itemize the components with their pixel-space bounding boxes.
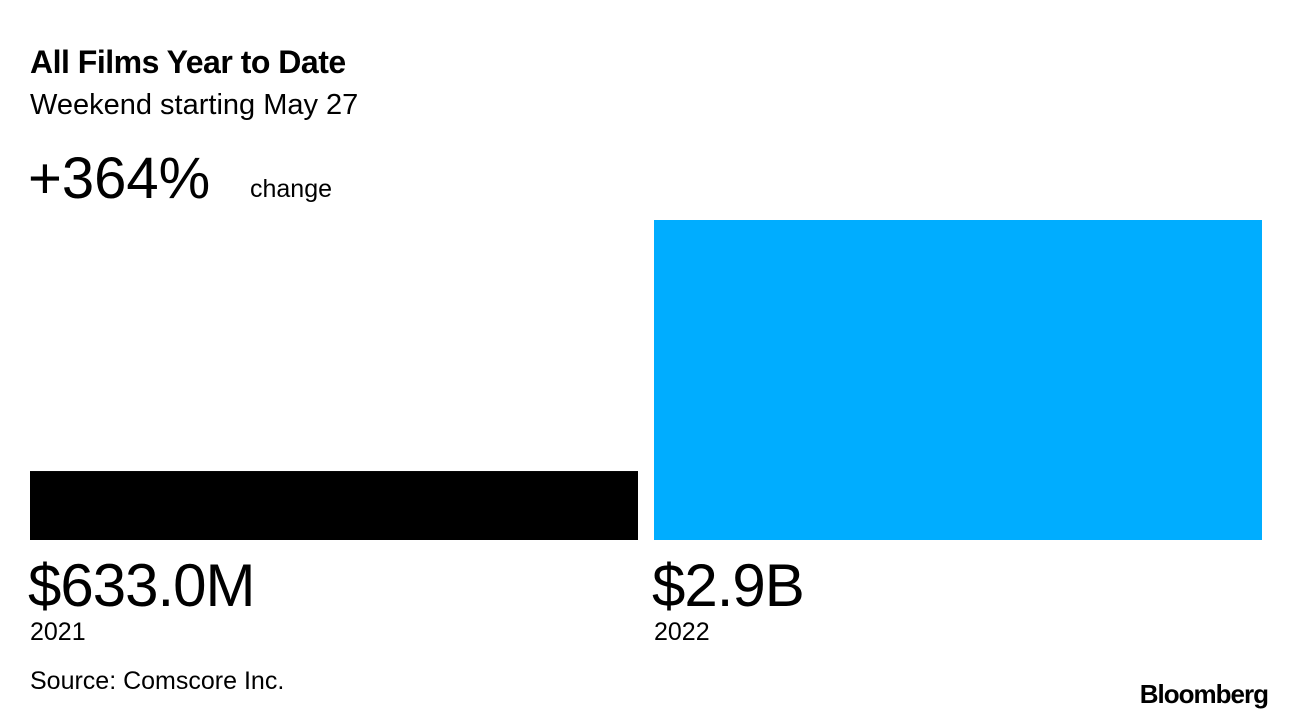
chart-title: All Films Year to Date bbox=[30, 44, 346, 80]
bar bbox=[30, 471, 638, 540]
bar bbox=[654, 220, 1262, 540]
change-text: change bbox=[250, 175, 332, 203]
source: Source: Comscore Inc. bbox=[30, 667, 284, 695]
value-label: $633.0M bbox=[28, 552, 255, 619]
category-label: 2022 bbox=[654, 618, 710, 646]
value-label: $2.9B bbox=[652, 552, 804, 619]
brand-logo: Bloomberg bbox=[1140, 679, 1268, 709]
change-value: +364% bbox=[28, 146, 210, 211]
chart-subtitle: Weekend starting May 27 bbox=[30, 89, 358, 121]
category-label: 2021 bbox=[30, 618, 86, 646]
